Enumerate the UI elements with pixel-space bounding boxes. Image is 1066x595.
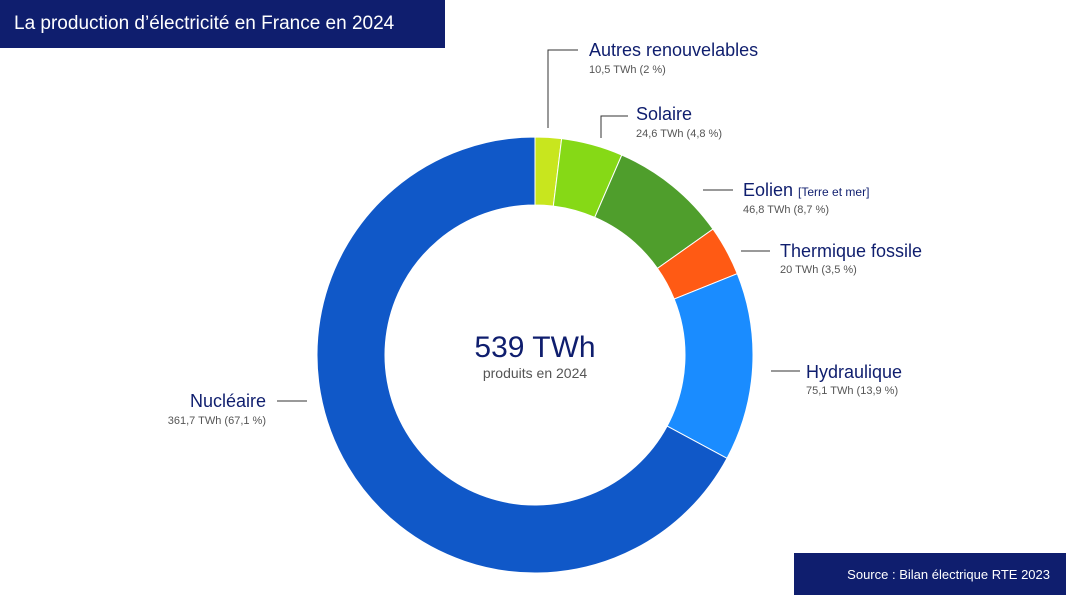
slice-value-thermique-fossile: 20 TWh (3,5 %) xyxy=(780,264,857,276)
slice-name-solaire: Solaire xyxy=(636,104,692,124)
slice-hydraulique xyxy=(666,273,754,459)
slice-nucl-aire xyxy=(316,136,728,574)
slice-labels: Autres renouvelables 10,5 TWh (2 %) Solair… xyxy=(168,40,922,427)
slice-note-eolien: [Terre et mer] xyxy=(798,185,869,199)
slice-value-nucleaire: 361,7 TWh (67,1 %) xyxy=(168,415,266,427)
slice-name-thermique-fossile: Thermique fossile xyxy=(780,241,922,261)
leader-line-autres-renouvelables xyxy=(547,49,578,128)
slice-value-hydraulique: 75,1 TWh (13,9 %) xyxy=(806,385,898,397)
leader-line-solaire xyxy=(600,115,628,138)
slice-name-autres-renouvelables: Autres renouvelables xyxy=(589,40,758,60)
chart-title: La production d’électricité en France en… xyxy=(0,0,445,48)
slice-value-solaire: 24,6 TWh (4,8 %) xyxy=(636,128,722,140)
slice-name-nucleaire: Nucléaire xyxy=(190,391,266,411)
center-total: 539 TWh xyxy=(474,331,595,364)
donut-slices xyxy=(316,136,754,574)
source-note: Source : Bilan électrique RTE 2023 xyxy=(794,553,1066,595)
slice-value-autres-renouvelables: 10,5 TWh (2 %) xyxy=(589,64,666,76)
slice-name-hydraulique: Hydraulique xyxy=(806,362,902,382)
slice-value-eolien: 46,8 TWh (8,7 %) xyxy=(743,204,829,216)
slice-name-eolien: Eolien [Terre et mer] xyxy=(743,180,869,200)
center-subtitle: produits en 2024 xyxy=(483,365,588,381)
